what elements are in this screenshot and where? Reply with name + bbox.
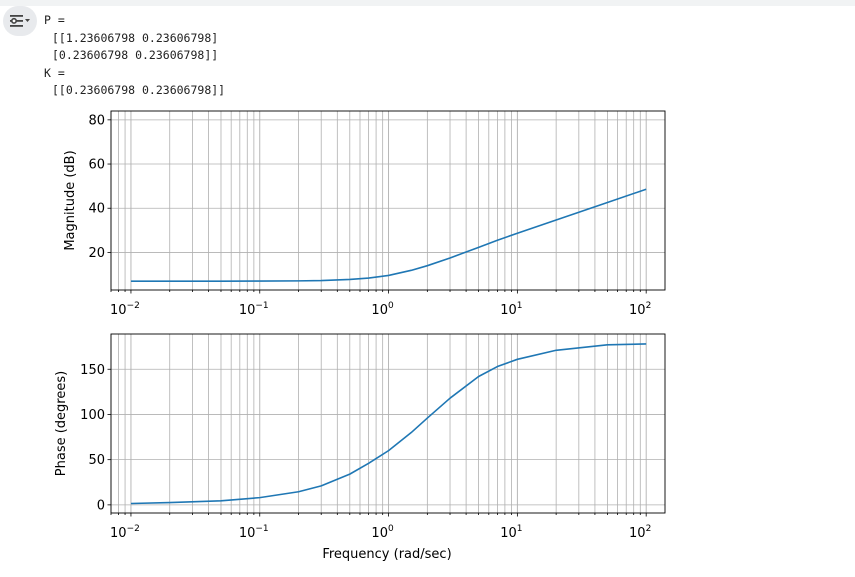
phase-series-line — [130, 343, 647, 505]
phase-x-tick-label: 10−2 — [110, 524, 140, 541]
phase-x-tick-label: 10−1 — [239, 524, 269, 541]
output-actions-button[interactable] — [3, 6, 37, 36]
phase-y-axis-label: Phase (degrees) — [54, 371, 69, 476]
phase-y-tick-label: 150 — [80, 363, 105, 378]
cell-top-strip — [0, 0, 855, 6]
phase-y-tick-label: 0 — [97, 498, 105, 513]
magnitude-y-tick-label: 60 — [88, 158, 105, 173]
output-settings-icon — [10, 15, 30, 27]
magnitude-x-tick-label: 100 — [371, 301, 394, 318]
output-line: P = — [44, 13, 65, 27]
magnitude-x-tick-label: 10−1 — [239, 301, 269, 318]
cell-output-text: P = [[1.23606798 0.23606798] [0.23606798 0… — [44, 12, 225, 100]
phase-y-tick-label: 50 — [88, 453, 105, 468]
phase-x-tick-label: 101 — [500, 524, 522, 541]
magnitude-y-tick-label: 20 — [88, 246, 105, 261]
output-line: [0.23606798 0.23606798]] — [52, 48, 219, 63]
magnitude-y-axis-label: Magnitude (dB) — [63, 150, 78, 250]
output-line: [[0.23606798 0.23606798]] — [52, 83, 226, 98]
phase-x-tick-label: 102 — [629, 524, 651, 541]
phase-axes-frame — [110, 333, 666, 514]
magnitude-x-tick-label: 102 — [629, 301, 651, 318]
magnitude-x-tick-label: 10−2 — [110, 301, 140, 318]
magnitude-axes-frame — [110, 110, 666, 291]
phase-y-tick-label: 100 — [80, 408, 105, 423]
phase-x-axis-label: Frequency (rad/sec) — [322, 547, 451, 562]
output-line: [[1.23606798 0.23606798] — [52, 30, 219, 45]
magnitude-series-line — [130, 188, 647, 282]
magnitude-y-tick-label: 80 — [88, 113, 105, 128]
output-line: K = — [44, 65, 65, 80]
magnitude-y-tick-label: 40 — [88, 202, 105, 217]
phase-x-tick-label: 100 — [371, 524, 394, 541]
magnitude-x-tick-label: 101 — [500, 301, 522, 318]
